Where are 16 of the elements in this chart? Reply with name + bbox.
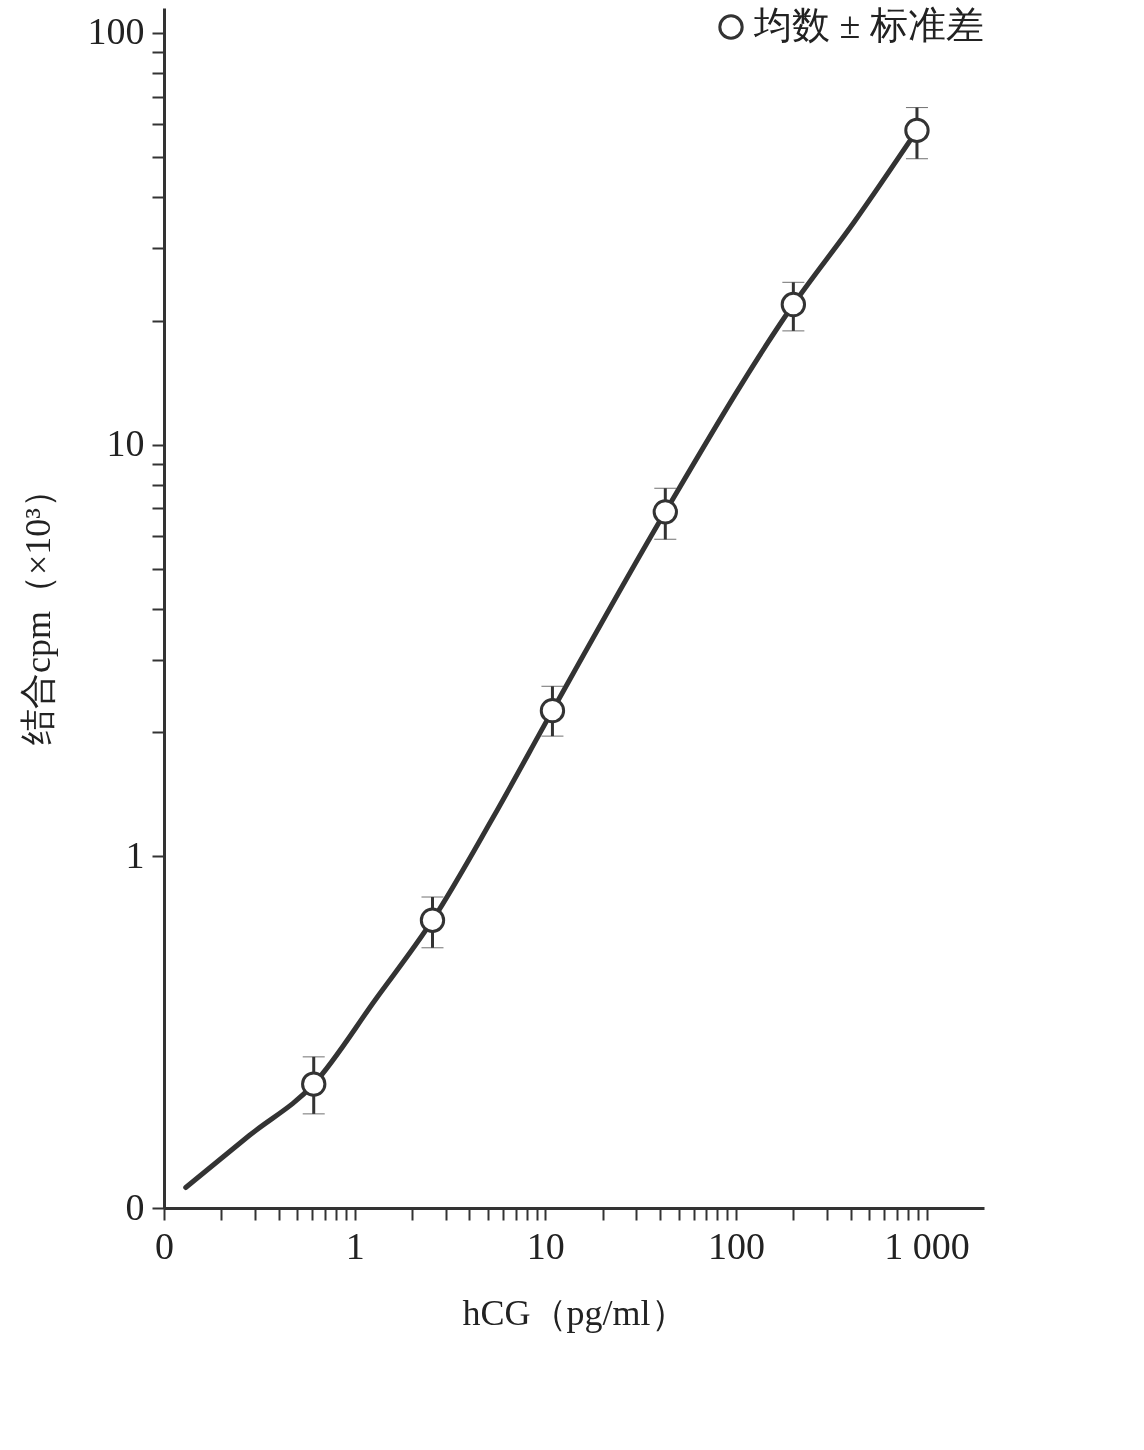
x-tick-label: 10 <box>526 1224 565 1267</box>
y-tick-label: 0 <box>125 1185 145 1228</box>
point <box>419 907 446 933</box>
point <box>539 697 566 724</box>
x-tick-label: 0 <box>155 1224 174 1267</box>
legend-label: 均数 ± 标准差 <box>753 4 984 46</box>
y-axis-title: 结合cpm（×10³） <box>17 471 58 746</box>
y-tick-label: 10 <box>106 422 145 465</box>
x-axis-title: hCG（pg/ml） <box>462 1292 687 1333</box>
y-tick-label: 100 <box>87 10 145 53</box>
point <box>780 291 807 318</box>
y-tick-label: 1 <box>125 833 145 876</box>
x-tick-label: 1 000 <box>884 1224 970 1267</box>
x-tick-label: 1 <box>345 1224 365 1267</box>
x-tick-label: 100 <box>707 1224 765 1267</box>
point <box>301 1071 327 1097</box>
